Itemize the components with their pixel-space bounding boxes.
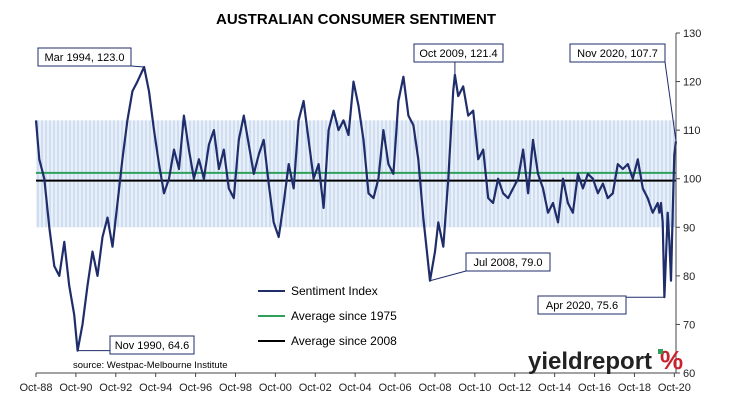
x-tick-label: Oct-08 (418, 382, 451, 394)
callout-label: Mar 1994, 123.0 (44, 52, 124, 64)
legend: Sentiment Index Average since 1975 Avera… (258, 284, 397, 348)
x-tick-label: Oct-18 (618, 382, 651, 394)
y-tick-label: 80 (683, 271, 695, 283)
y-tick-label: 100 (683, 174, 701, 186)
y-tick-label: 120 (683, 77, 701, 89)
x-tick-label: Oct-10 (458, 382, 491, 394)
legend-label-average-1975: Average since 1975 (291, 309, 397, 323)
callout-label: Jul 2008, 79.0 (473, 257, 542, 269)
average-lines (36, 171, 676, 182)
yieldreport-logo: yieldreport % (528, 345, 683, 375)
x-tick-label: Oct-02 (299, 382, 332, 394)
x-tick-label: Oct-12 (498, 382, 531, 394)
x-tick-label: Oct-90 (59, 382, 92, 394)
callout-leader (429, 270, 467, 282)
legend-label-average-2008: Average since 2008 (291, 334, 397, 348)
x-tick-label: Oct-00 (259, 382, 292, 394)
x-tick-label: Oct-92 (99, 382, 132, 394)
sentiment-index-line (34, 65, 678, 352)
callout-box (537, 295, 627, 315)
chart-title: AUSTRALIAN CONSUMER SENTIMENT (216, 11, 496, 28)
callout-label: Apr 2020, 75.6 (546, 300, 618, 312)
y-tick-label: 60 (683, 368, 695, 380)
callout-box (413, 43, 504, 63)
x-tick-label: Oct-88 (19, 382, 52, 394)
callout-box (109, 335, 195, 355)
x-tick-label: Oct-06 (379, 382, 412, 394)
callout-box (37, 47, 132, 67)
y-tick-label: 70 (683, 319, 695, 331)
legend-label-sentiment: Sentiment Index (291, 284, 378, 298)
x-tick-label: Oct-16 (578, 382, 611, 394)
source-note: source: Westpac-Melbourne Institute (73, 360, 228, 371)
callout-box (465, 252, 551, 272)
callout-box (569, 43, 666, 63)
y-tick-label: 90 (683, 222, 695, 234)
x-tick-label: Oct-04 (339, 382, 372, 394)
logo-wordmark: yieldreport (528, 348, 652, 375)
y-tick-label: 110 (683, 125, 701, 137)
callout-leader (664, 61, 677, 142)
x-tick-label: Oct-94 (139, 382, 172, 394)
logo-green-dot (658, 349, 663, 354)
callout-label: Nov 1990, 64.6 (115, 340, 190, 352)
callout-leader (130, 65, 145, 68)
x-tick-label: Oct-98 (219, 382, 252, 394)
x-tick-label: Oct-20 (658, 382, 691, 394)
callout-label: Nov 2020, 107.7 (577, 48, 658, 60)
x-tick-label: Oct-96 (179, 382, 212, 394)
callouts: Mar 1994, 123.0 Nov 1990, 64.6 Oct 2009, 1… (37, 43, 677, 355)
y-tick-label: 130 (683, 28, 701, 40)
callout-label: Oct 2009, 121.4 (419, 48, 497, 60)
x-tick-label: Oct-14 (538, 382, 571, 394)
logo-percent-icon: % (660, 345, 683, 375)
series-layer (34, 65, 678, 352)
axes: 130 120 110 100 90 80 70 60 Oct-88 Oct-90 Oct-92 Oc… (19, 28, 701, 394)
